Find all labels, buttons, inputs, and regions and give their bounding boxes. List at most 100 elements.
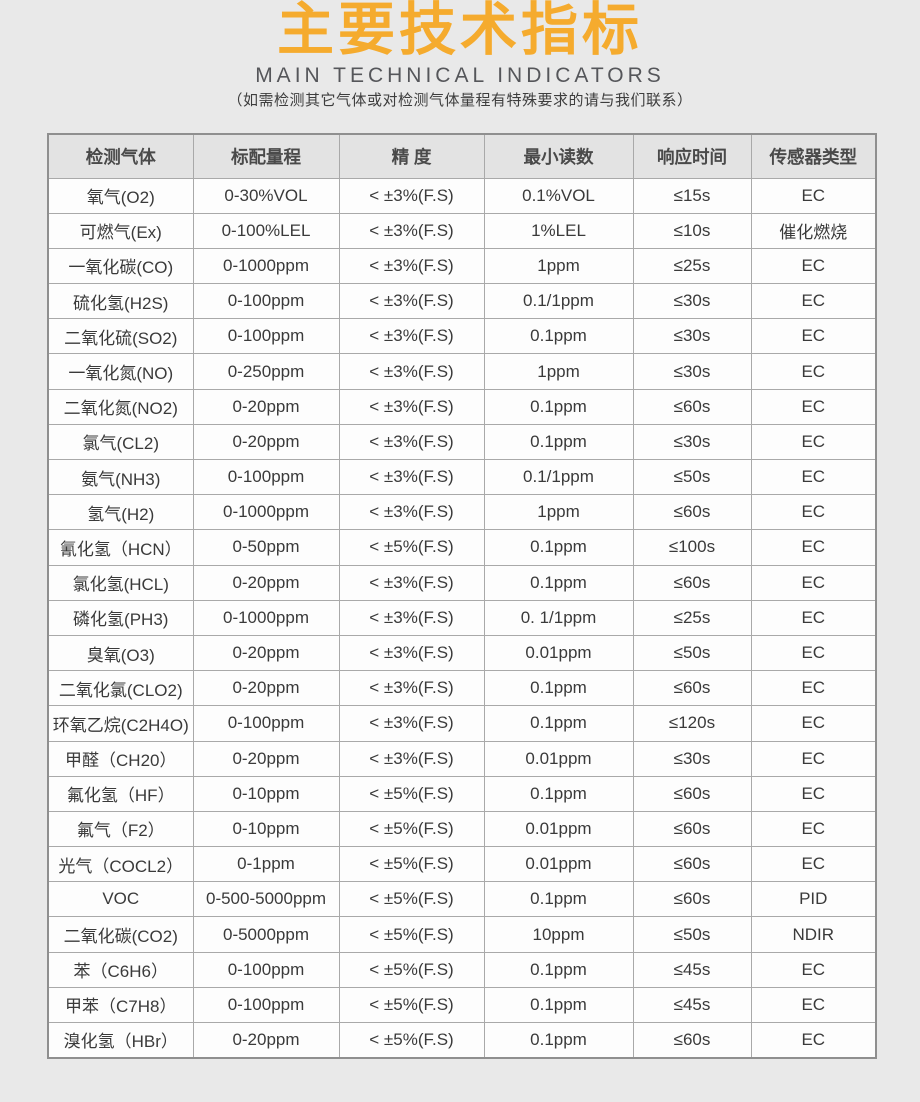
table-row: 甲醛（CH20） 0-20ppm < ±3%(F.S) 0.01ppm ≤30s EC — [47, 740, 877, 777]
table-cell: ≤120s — [632, 705, 752, 742]
table-row: 二氧化氮(NO2) 0-20ppm < ±3%(F.S) 0.1ppm ≤60s EC — [47, 388, 877, 425]
table-cell: 0-100ppm — [192, 705, 340, 742]
table-row: 氟气（F2） 0-10ppm < ±5%(F.S) 0.01ppm ≤60s EC — [47, 810, 877, 848]
table-cell: 0.1/1ppm — [483, 283, 634, 320]
table-cell: 0.1ppm — [483, 881, 634, 918]
table-cell: 0-500-5000ppm — [192, 881, 340, 918]
table-cell: 0.01ppm — [483, 846, 634, 883]
table-cell: EC — [750, 318, 877, 355]
table-cell: 氟化氢（HF） — [47, 775, 194, 812]
table-cell: 二氧化氮(NO2) — [47, 388, 194, 425]
table-cell: < ±3%(F.S) — [338, 634, 485, 672]
table-cell: ≤60s — [632, 1021, 752, 1059]
table-cell: ≤60s — [632, 775, 752, 812]
table-cell: < ±5%(F.S) — [338, 775, 485, 812]
table-cell: PID — [750, 881, 877, 918]
table-cell: 0.1ppm — [483, 951, 634, 988]
table-cell: EC — [750, 810, 877, 848]
table-cell: EC — [750, 986, 877, 1024]
table-cell: 0. 1/1ppm — [483, 599, 634, 636]
table-cell: 1ppm — [483, 247, 634, 285]
table-row: 氧气(O2) 0-30%VOL < ±3%(F.S) 0.1%VOL ≤15s EC — [47, 177, 877, 214]
table-cell: 甲醛（CH20） — [47, 740, 194, 777]
table-cell: 0-100%LEL — [192, 212, 340, 249]
table-row: 苯（C6H6） 0-100ppm < ±5%(F.S) 0.1ppm ≤45s EC — [47, 951, 877, 988]
table-cell: 0-250ppm — [192, 353, 340, 390]
table-cell: < ±3%(F.S) — [338, 388, 485, 425]
table-cell: 0.1ppm — [483, 388, 634, 425]
table-cell: EC — [750, 951, 877, 988]
table-cell: EC — [750, 1021, 877, 1059]
table-cell: 0.1/1ppm — [483, 458, 634, 496]
table-cell: EC — [750, 564, 877, 601]
table-cell: ≤60s — [632, 810, 752, 848]
table-cell: 0-100ppm — [192, 458, 340, 496]
column-header: 响应时间 — [632, 133, 752, 179]
table-cell: ≤25s — [632, 599, 752, 636]
table-row: 磷化氢(PH3) 0-1000ppm < ±3%(F.S) 0. 1/1ppm ≤25s… — [47, 599, 877, 636]
table-row: 可燃气(Ex) 0-100%LEL < ±3%(F.S) 1%LEL ≤10s 催化燃烧 — [47, 212, 877, 249]
table-row: 臭氧(O3) 0-20ppm < ±3%(F.S) 0.01ppm ≤50s EC — [47, 634, 877, 672]
table-cell: 0.1ppm — [483, 318, 634, 355]
table-cell: 0-20ppm — [192, 423, 340, 461]
table-cell: 0.1ppm — [483, 986, 634, 1024]
table-cell: ≤15s — [632, 177, 752, 214]
page-title: 主要技术指标 — [277, 0, 643, 62]
table-cell: 0.01ppm — [483, 740, 634, 777]
table-row: 氰化氢（HCN） 0-50ppm < ±5%(F.S) 0.1ppm ≤100s EC — [47, 529, 877, 566]
column-header: 精 度 — [338, 133, 485, 179]
table-cell: 0.1ppm — [483, 775, 634, 812]
table-cell: EC — [750, 775, 877, 812]
page-subtitle: MAIN TECHNICAL INDICATORS — [255, 63, 665, 87]
table-row: 二氧化碳(CO2) 0-5000ppm < ±5%(F.S) 10ppm ≤50s NDI… — [47, 916, 877, 953]
table-cell: 光气（COCL2） — [47, 846, 194, 883]
column-header: 传感器类型 — [750, 133, 877, 179]
table-cell: 溴化氢（HBr） — [47, 1021, 194, 1059]
table-cell: 0-100ppm — [192, 283, 340, 320]
table-cell: EC — [750, 283, 877, 320]
table-cell: ≤60s — [632, 564, 752, 601]
table-cell: EC — [750, 670, 877, 707]
table-cell: ≤10s — [632, 212, 752, 249]
table-cell: 二氧化碳(CO2) — [47, 916, 194, 953]
table-cell: 0.1ppm — [483, 564, 634, 601]
table-cell: 0.1ppm — [483, 1021, 634, 1059]
table-row: 氢气(H2) 0-1000ppm < ±3%(F.S) 1ppm ≤60s EC — [47, 494, 877, 531]
table-header-row: 检测气体 标配量程精 度最小读数 响应时间 传感器类型 — [47, 133, 877, 179]
table-cell: 0-20ppm — [192, 1021, 340, 1059]
table-cell: 0-100ppm — [192, 951, 340, 988]
table-cell: 0-20ppm — [192, 634, 340, 672]
table-cell: 0.1ppm — [483, 529, 634, 566]
column-header: 标配量程 — [192, 133, 340, 179]
table-cell: < ±3%(F.S) — [338, 494, 485, 531]
table-row: 氟化氢（HF） 0-10ppm < ±5%(F.S) 0.1ppm ≤60s EC — [47, 775, 877, 812]
column-header: 最小读数 — [483, 133, 634, 179]
table-cell: 二氧化氯(CLO2) — [47, 670, 194, 707]
table-cell: 0-10ppm — [192, 775, 340, 812]
table-cell: < ±5%(F.S) — [338, 810, 485, 848]
table-cell: < ±5%(F.S) — [338, 986, 485, 1024]
table-cell: 氢气(H2) — [47, 494, 194, 531]
table-cell: 1ppm — [483, 353, 634, 390]
table-cell: EC — [750, 634, 877, 672]
table-cell: 可燃气(Ex) — [47, 212, 194, 249]
table-cell: ≤60s — [632, 670, 752, 707]
table-cell: ≤50s — [632, 458, 752, 496]
table-cell: < ±5%(F.S) — [338, 1021, 485, 1059]
table-body: 氧气(O2) 0-30%VOL < ±3%(F.S) 0.1%VOL ≤15s EC 可燃气… — [47, 177, 877, 1059]
table-cell: < ±3%(F.S) — [338, 423, 485, 461]
table-cell: ≤45s — [632, 951, 752, 988]
table-cell: 0-1000ppm — [192, 599, 340, 636]
table-cell: 0.01ppm — [483, 810, 634, 848]
table-cell: 0-20ppm — [192, 564, 340, 601]
table-row: 二氧化硫(SO2) 0-100ppm < ±3%(F.S) 0.1ppm ≤30s EC — [47, 318, 877, 355]
table-cell: 环氧乙烷(C2H4O) — [47, 705, 194, 742]
table-cell: ≤30s — [632, 740, 752, 777]
table-cell: 二氧化硫(SO2) — [47, 318, 194, 355]
table-cell: 臭氧(O3) — [47, 634, 194, 672]
table-cell: 0.01ppm — [483, 634, 634, 672]
table-cell: 一氧化氮(NO) — [47, 353, 194, 390]
table-cell: 硫化氢(H2S) — [47, 283, 194, 320]
table-row: 环氧乙烷(C2H4O) 0-100ppm < ±3%(F.S) 0.1ppm ≤120s… — [47, 705, 877, 742]
table-row: 一氧化氮(NO) 0-250ppm < ±3%(F.S) 1ppm ≤30s EC — [47, 353, 877, 390]
